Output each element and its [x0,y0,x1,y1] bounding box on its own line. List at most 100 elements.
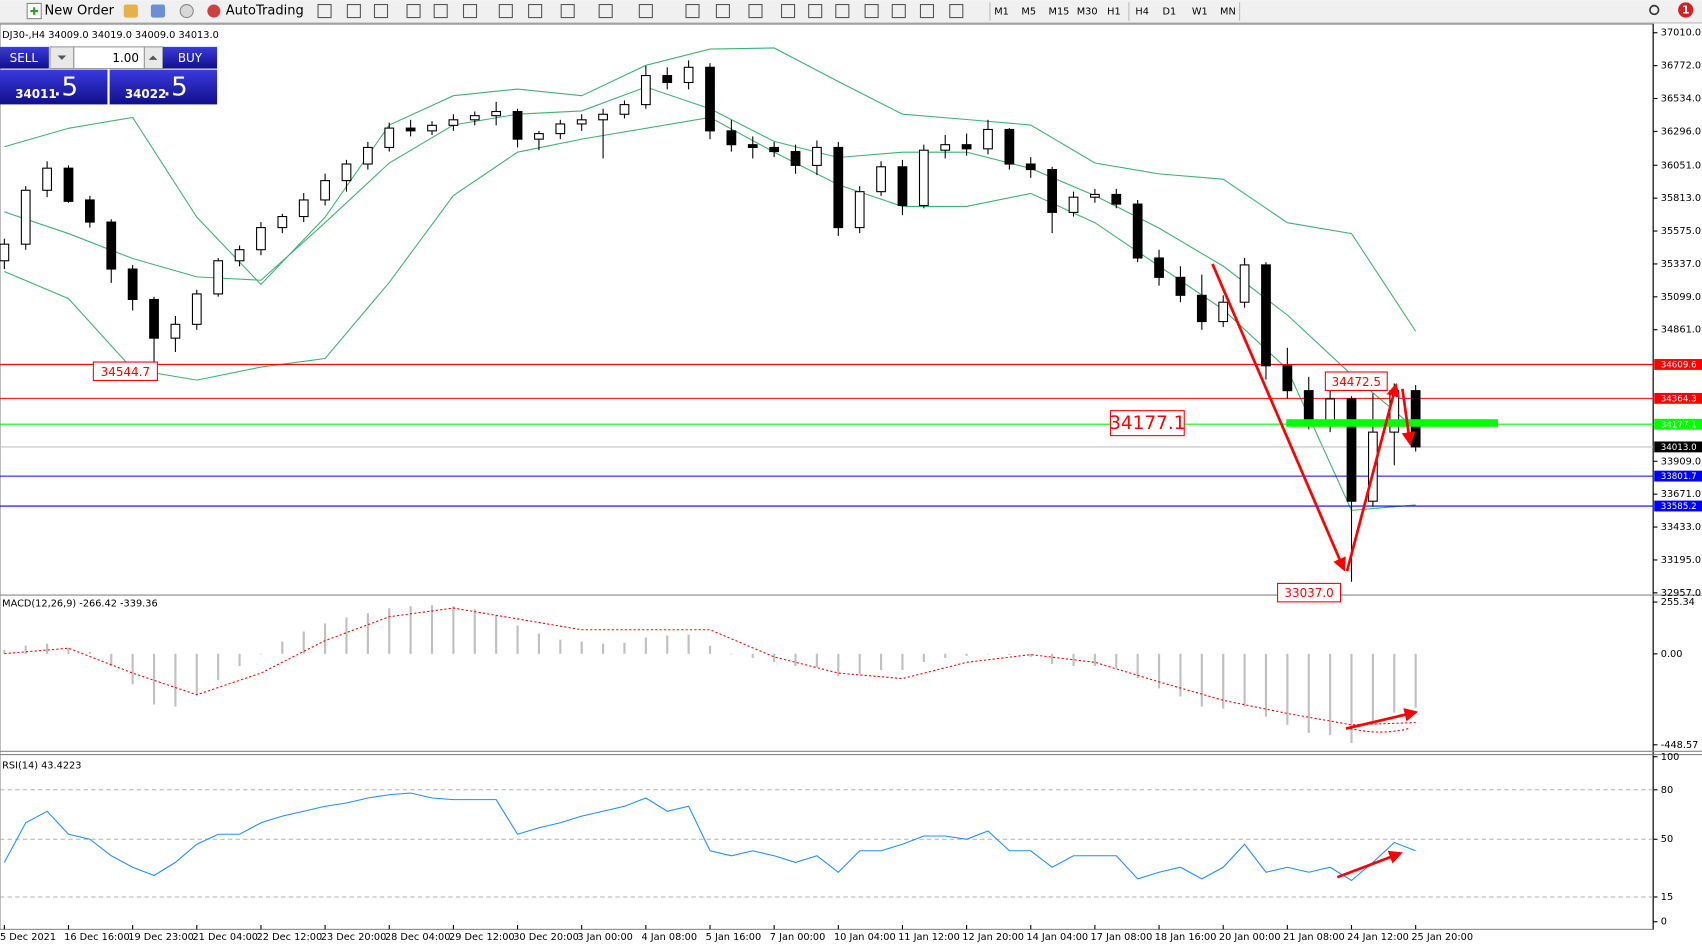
x-tick-label: 3 Jan 00:00 [577,932,633,943]
macd-bar [409,606,412,654]
annotation-box [92,361,158,382]
macd-bar [1307,653,1310,733]
macd-bar [751,653,754,658]
x-tick-label: 28 Dec 04:00 [385,932,451,943]
timeframe-button[interactable]: M5 [1021,7,1036,18]
zone-highlight [1286,419,1498,427]
candle-body [1047,169,1058,213]
y-tick-label: 35099.0 [1661,292,1701,303]
panel-title: MACD(12,26,9) -266.42 -339.36 [2,599,158,610]
macd-bar [1222,653,1225,709]
sell-price-box[interactable] [0,69,108,105]
tool-icon[interactable] [715,3,730,19]
candle-body [790,151,801,166]
timeframe-button[interactable]: W1 [1192,7,1208,18]
x-tick-label: 11 Jan 12:00 [898,932,960,943]
macd-bar [644,637,647,654]
tool-icon[interactable] [864,3,879,19]
x-tick-label: 12 Jan 20:00 [962,932,1024,943]
buy-price-box[interactable] [109,69,218,105]
candle-body [1218,301,1229,323]
candle-body [705,66,715,132]
macd-bar [1414,653,1417,708]
macd-bar [965,653,968,656]
tool-icon[interactable] [346,3,361,19]
candle-body [1090,193,1100,198]
tool-icon[interactable] [949,3,964,19]
y-tick-label: 80 [1661,785,1673,796]
tool-icon[interactable] [462,3,478,19]
macd-bar [67,647,70,654]
notification-badge[interactable] [1678,2,1694,18]
tool-icon[interactable] [891,3,906,19]
x-tick-label: 17 Jan 08:00 [1091,932,1153,943]
y-tick-label: 0.00 [1661,649,1683,660]
tool-icon[interactable] [748,3,763,19]
tool-icon[interactable] [638,3,653,19]
tool-icon[interactable] [919,3,935,19]
y-tick-label: 36534.0 [1661,94,1701,105]
icon[interactable] [123,4,138,18]
timeframe-button[interactable]: M30 [1077,7,1098,18]
trade-panel: SELL 1.00 BUY 34011 .5 34022 .5 [0,46,218,105]
panel-title: DJ30-,H4 34009.0 34019.0 34009.0 34013.0 [2,30,219,41]
candle-body [384,127,395,148]
timeframe-button[interactable]: MN [1220,7,1236,18]
macd-bar [1264,653,1268,717]
macd-bar [559,639,562,654]
tool-icon[interactable] [835,3,850,19]
buy-price-main: 34022 [125,87,167,101]
timeframe-button[interactable]: D1 [1163,7,1177,18]
candle-body [362,146,373,165]
icon[interactable] [150,4,165,18]
candle-body [63,167,74,202]
candle-body [106,221,117,270]
autotrading-button[interactable]: AutoTrading [207,4,304,19]
sell-button[interactable] [0,46,49,69]
panel-title: RSI(14) 43.4223 [2,760,81,771]
lot-value[interactable]: 1.00 [112,51,139,65]
tool-icon[interactable] [406,3,421,19]
tool-icon[interactable] [317,3,332,19]
candle-body [512,110,523,140]
timeframe-button[interactable]: H4 [1135,7,1149,18]
tool-icon[interactable] [528,3,543,19]
tool-icon[interactable] [598,3,613,19]
macd-bar [46,643,49,654]
tool-icon[interactable] [685,3,700,19]
macd-bar [1329,653,1332,735]
timeframe-button[interactable]: H1 [1107,7,1121,18]
timeframe-button[interactable]: M1 [994,7,1009,18]
macd-bar [815,653,819,668]
tool-icon[interactable] [560,3,575,19]
tool-icon[interactable] [373,3,389,19]
sell-label[interactable]: SELL [10,51,39,65]
macd-signal [4,607,1416,726]
buy-label[interactable]: BUY [178,51,203,65]
tool-icon[interactable] [433,3,448,19]
annotation-box [1324,371,1388,392]
macd-bar [687,634,690,654]
autotrading-label[interactable]: AutoTrading [226,4,304,19]
y-tick-label: 50 [1661,834,1673,845]
macd-bar [195,653,198,695]
tool-icon[interactable] [808,3,823,19]
timeframe-button[interactable]: M15 [1049,7,1070,18]
new-order-label[interactable]: New Order [45,4,115,19]
level-label: 34177.1 [1661,420,1697,430]
level-label-box [1654,359,1702,370]
candle-body [1068,196,1079,213]
macd-bar [1008,653,1011,655]
macd-bar [623,642,626,654]
sell-price-frac: .5 [53,73,78,103]
macd-bar [1051,653,1054,664]
search-icon[interactable] [1649,4,1660,16]
y-tick-label: 35337.0 [1661,259,1701,270]
buy-button[interactable] [162,46,218,69]
new-order-button[interactable]: New Order [26,2,115,20]
icon[interactable] [179,3,194,19]
x-tick-label: 25 Jan 20:00 [1411,932,1473,943]
candle-body [534,133,544,140]
tool-icon[interactable] [498,3,513,19]
tool-icon[interactable] [780,3,796,19]
